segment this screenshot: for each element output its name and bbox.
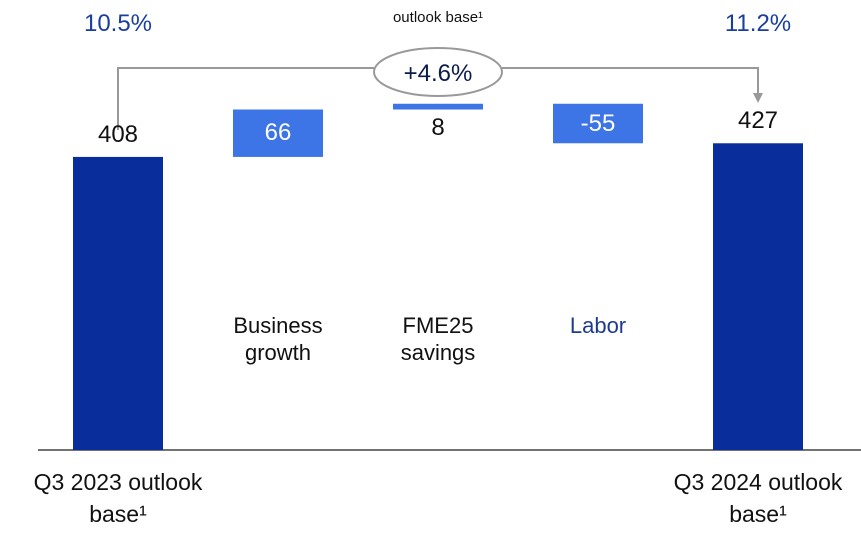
x-tick-label: Q3 2024 outlook base¹: [673, 469, 843, 527]
bar: [233, 109, 323, 157]
x-tick-label: FME25 savings: [400, 313, 476, 365]
bridge-line: [117, 67, 374, 130]
value-label: 427: [737, 107, 779, 135]
value-label: 8: [431, 113, 445, 141]
change-ellipse: [373, 47, 503, 97]
bridge-arrow: [502, 67, 763, 103]
x-tick-label: Q3 2023 outlook base¹: [33, 469, 203, 527]
value-label: -55: [580, 109, 616, 137]
value-label: 408: [97, 120, 139, 148]
change-label: +4.6%: [404, 60, 473, 87]
x-tick-label: Labor: [569, 313, 627, 338]
x-tick-label: Business growth: [233, 313, 323, 365]
bar: [713, 143, 803, 450]
bar: [73, 156, 163, 451]
bar: [393, 103, 483, 110]
bridge-label: outlook base¹: [393, 9, 483, 26]
value-label: 66: [264, 119, 292, 147]
start-margin: 10.5%: [83, 10, 153, 37]
bar: [553, 103, 643, 144]
end-margin: 11.2%: [724, 10, 792, 37]
